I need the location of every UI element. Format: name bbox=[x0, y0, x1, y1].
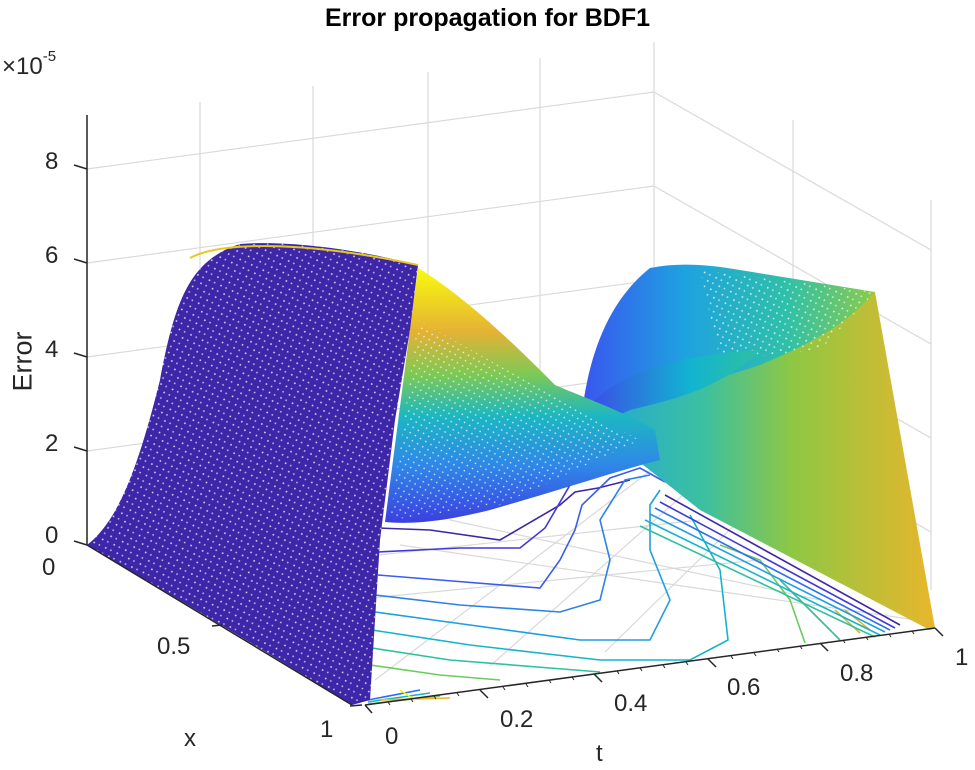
contour-lines bbox=[367, 454, 901, 705]
surface-inner-fold bbox=[585, 350, 760, 418]
z-tick-label: 8 bbox=[45, 148, 59, 175]
x-tick-label: 0 bbox=[42, 554, 56, 581]
x-tick-label: 0.5 bbox=[157, 633, 191, 660]
t-tick-label: 0.4 bbox=[614, 690, 648, 717]
z-tick-label: 6 bbox=[45, 242, 59, 269]
t-tick-label: 0 bbox=[385, 723, 399, 750]
t-minor-ticks bbox=[387, 630, 915, 706]
z-tick-label: 4 bbox=[45, 336, 59, 363]
t-tick-label: 0.2 bbox=[500, 706, 534, 733]
z-exponent-label: ×10-5 bbox=[2, 48, 57, 80]
t-tick-label: 0.8 bbox=[840, 660, 874, 687]
chart-title: Error propagation for BDF1 bbox=[324, 4, 650, 32]
z-tick-label: 0 bbox=[45, 522, 59, 549]
t-axis-label: t bbox=[596, 740, 603, 767]
axes bbox=[73, 115, 944, 714]
z-axis-label: Error bbox=[7, 331, 38, 392]
t-tick-label: 0.6 bbox=[727, 674, 761, 701]
z-tick-label: 2 bbox=[45, 430, 59, 457]
x-axis-label: x bbox=[184, 725, 196, 752]
t-tick-label: 1 bbox=[955, 644, 969, 671]
x-tick-label: 1 bbox=[320, 716, 334, 743]
